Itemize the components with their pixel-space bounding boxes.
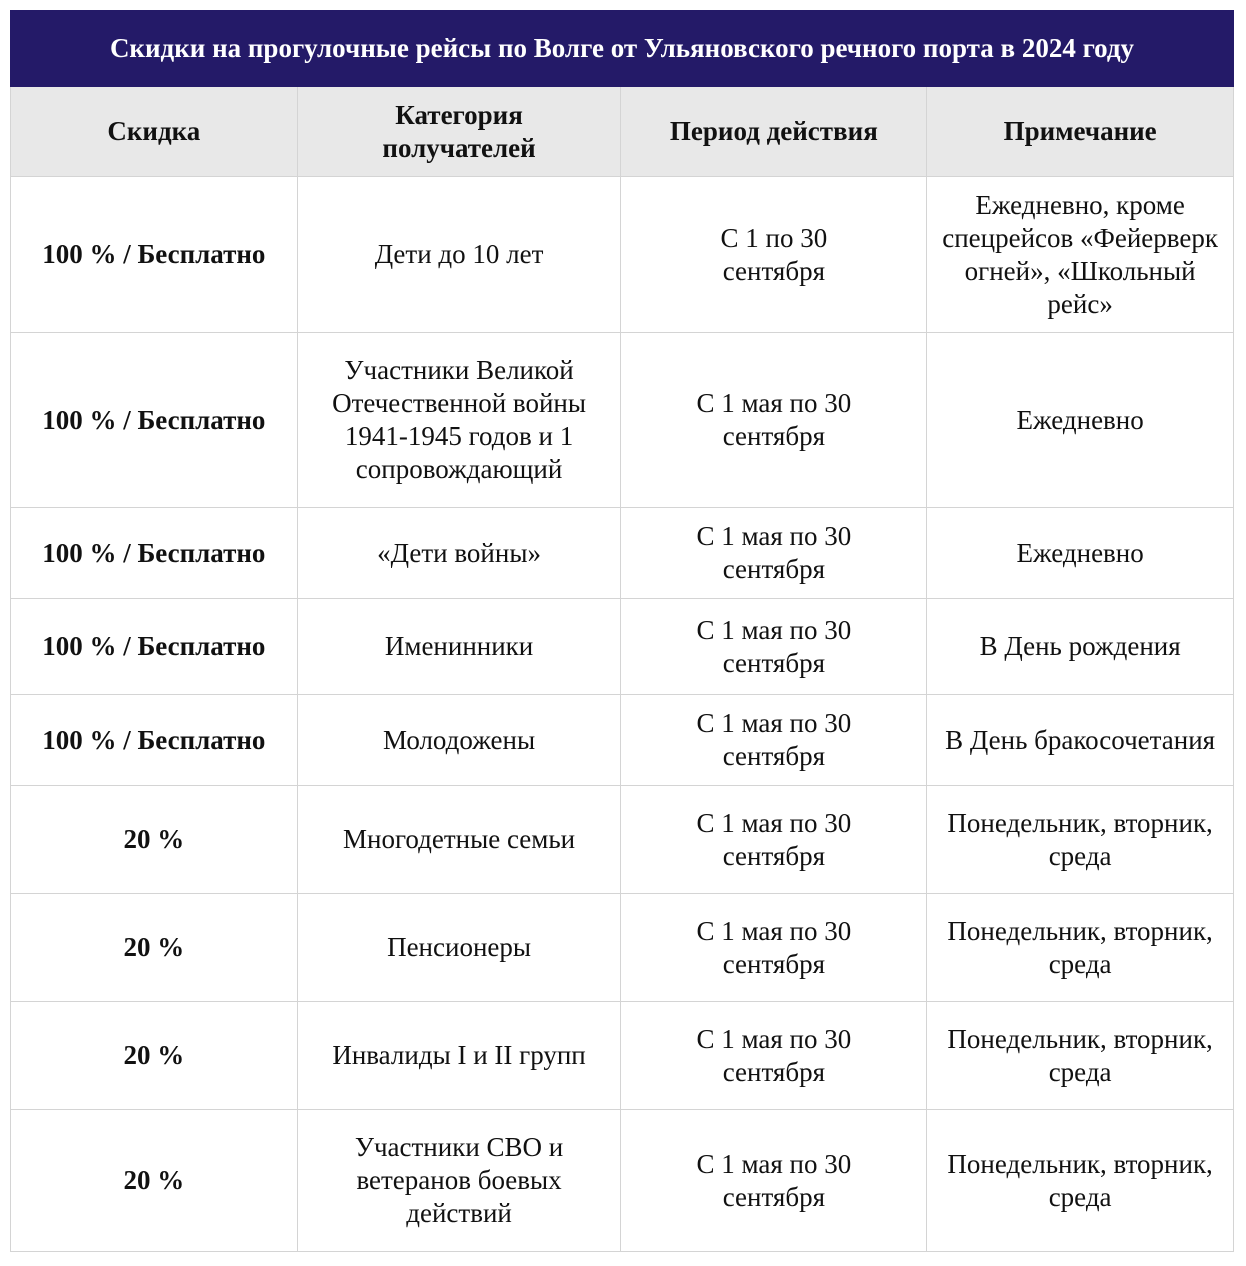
cell-period: С 1 мая по 30 сентября <box>620 893 928 1002</box>
header-note: Примечание <box>926 86 1234 177</box>
cell-category: «Дети войны» <box>296 507 622 599</box>
cell-note: В День бракосочетания <box>926 694 1234 786</box>
cell-discount: 100 % / Бесплатно <box>10 694 298 786</box>
cell-discount: 20 % <box>10 1109 298 1252</box>
cell-category: Дети до 10 лет <box>296 176 622 333</box>
cell-period: С 1 мая по 30 сентября <box>620 785 928 894</box>
cell-note: Понедельник, вторник, среда <box>926 1001 1234 1110</box>
cell-category: Многодетные семьи <box>296 785 622 894</box>
cell-category: Участники Великой Отечественной войны 19… <box>296 332 622 508</box>
cell-discount: 20 % <box>10 785 298 894</box>
cell-note: Ежедневно, кроме спецрейсов «Фейерверк о… <box>926 176 1234 333</box>
table-row: 20 % Пенсионеры С 1 мая по 30 сентября Поне… <box>10 893 1234 1002</box>
cell-category: Инвалиды I и II групп <box>296 1001 622 1110</box>
table-row: 100 % / Бесплатно Именинники С 1 мая по 30… <box>10 598 1234 695</box>
cell-discount: 100 % / Бесплатно <box>10 176 298 333</box>
cell-period: С 1 мая по 30 сентября <box>620 507 928 599</box>
cell-discount: 20 % <box>10 893 298 1002</box>
cell-period: С 1 мая по 30 сентября <box>620 332 928 508</box>
table-row: 100 % / Бесплатно Молодожены С 1 мая по 30… <box>10 694 1234 786</box>
table-row: 100 % / Бесплатно Участники Великой Отече… <box>10 332 1234 508</box>
cell-note: Понедельник, вторник, среда <box>926 893 1234 1002</box>
table-row: 20 % Инвалиды I и II групп С 1 мая по 30 с… <box>10 1001 1234 1110</box>
table-row: 20 % Участники СВО и ветеранов боевых дей… <box>10 1109 1234 1252</box>
cell-note: Понедельник, вторник, среда <box>926 1109 1234 1252</box>
table-row: 100 % / Бесплатно «Дети войны» С 1 мая по … <box>10 507 1234 599</box>
table-row: 20 % Многодетные семьи С 1 мая по 30 сентя… <box>10 785 1234 894</box>
cell-category: Участники СВО и ветеранов боевых действи… <box>296 1109 622 1252</box>
cell-discount: 100 % / Бесплатно <box>10 598 298 695</box>
cell-discount: 20 % <box>10 1001 298 1110</box>
discount-table: Скидки на прогулочные рейсы по Волге от … <box>10 10 1234 1252</box>
cell-period: С 1 мая по 30 сентября <box>620 598 928 695</box>
header-category: Категория получателей <box>296 86 622 177</box>
cell-discount: 100 % / Бесплатно <box>10 507 298 599</box>
cell-category: Именинники <box>296 598 622 695</box>
cell-category: Пенсионеры <box>296 893 622 1002</box>
cell-note: Ежедневно <box>926 332 1234 508</box>
table-title: Скидки на прогулочные рейсы по Волге от … <box>10 10 1234 87</box>
cell-note: Понедельник, вторник, среда <box>926 785 1234 894</box>
cell-discount: 100 % / Бесплатно <box>10 332 298 508</box>
cell-note: Ежедневно <box>926 507 1234 599</box>
cell-period: С 1 мая по 30 сентября <box>620 1001 928 1110</box>
table-row: 100 % / Бесплатно Дети до 10 лет С 1 по 30… <box>10 176 1234 333</box>
header-period: Период действия <box>620 86 928 177</box>
cell-period: С 1 по 30 сентября <box>620 176 928 333</box>
cell-category: Молодожены <box>296 694 622 786</box>
cell-note: В День рождения <box>926 598 1234 695</box>
cell-period: С 1 мая по 30 сентября <box>620 694 928 786</box>
header-discount: Скидка <box>10 86 298 177</box>
cell-period: С 1 мая по 30 сентября <box>620 1109 928 1252</box>
